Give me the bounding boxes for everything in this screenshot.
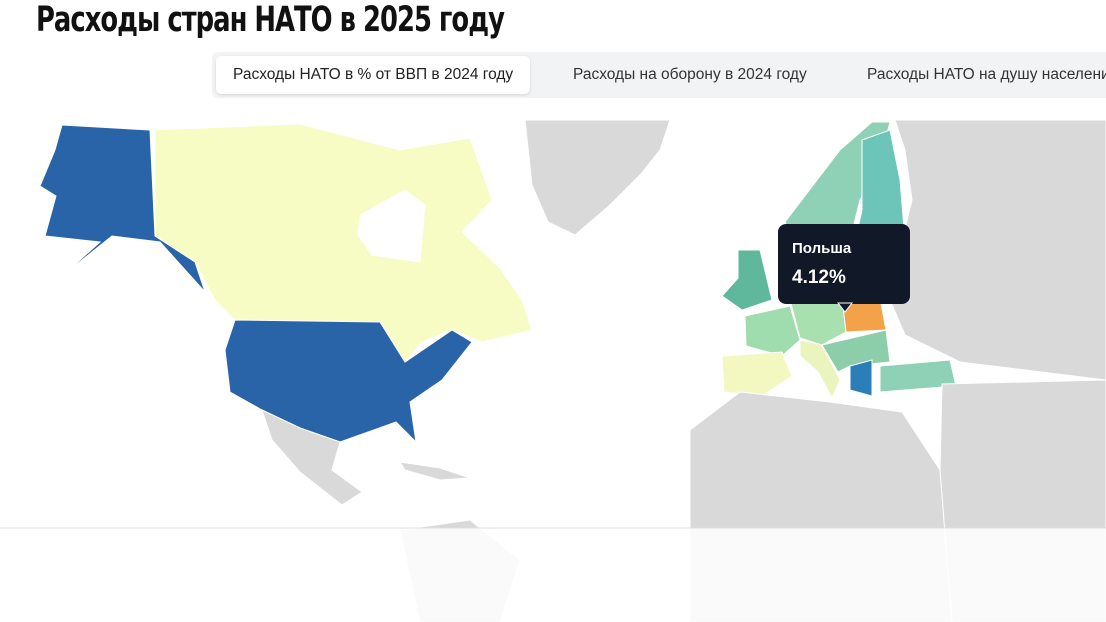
tab-bar: Расходы НАТО в % от ВВП в 2024 году Расх… [212, 52, 1106, 98]
hudson-bay [357, 189, 426, 263]
mexico [261, 409, 363, 506]
alaska [39, 124, 206, 293]
tab[interactable]: Расходы НАТО на душу населения в 2024 го… [867, 66, 1106, 83]
uk [721, 249, 773, 311]
tab[interactable]: Расходы на оборону в 2024 году [573, 66, 807, 83]
caribbean [399, 461, 471, 481]
greece [849, 359, 873, 397]
greenland [524, 119, 671, 236]
page-title: Расходы стран НАТО в 2025 году [36, 0, 505, 40]
russia [889, 119, 1106, 381]
canada [154, 123, 533, 363]
tab[interactable]: Расходы НАТО в % от ВВП в 2024 году [216, 56, 531, 94]
spain [721, 351, 793, 397]
tooltip: Польша 4.12% [778, 224, 910, 313]
usa [224, 319, 473, 444]
map-fade [0, 528, 1106, 622]
tooltip-box [778, 224, 910, 304]
tooltip-value: 4.12% [792, 267, 846, 288]
tooltip-country: Польша [792, 240, 852, 257]
france [744, 305, 801, 357]
tooltip-pointer [836, 302, 854, 313]
